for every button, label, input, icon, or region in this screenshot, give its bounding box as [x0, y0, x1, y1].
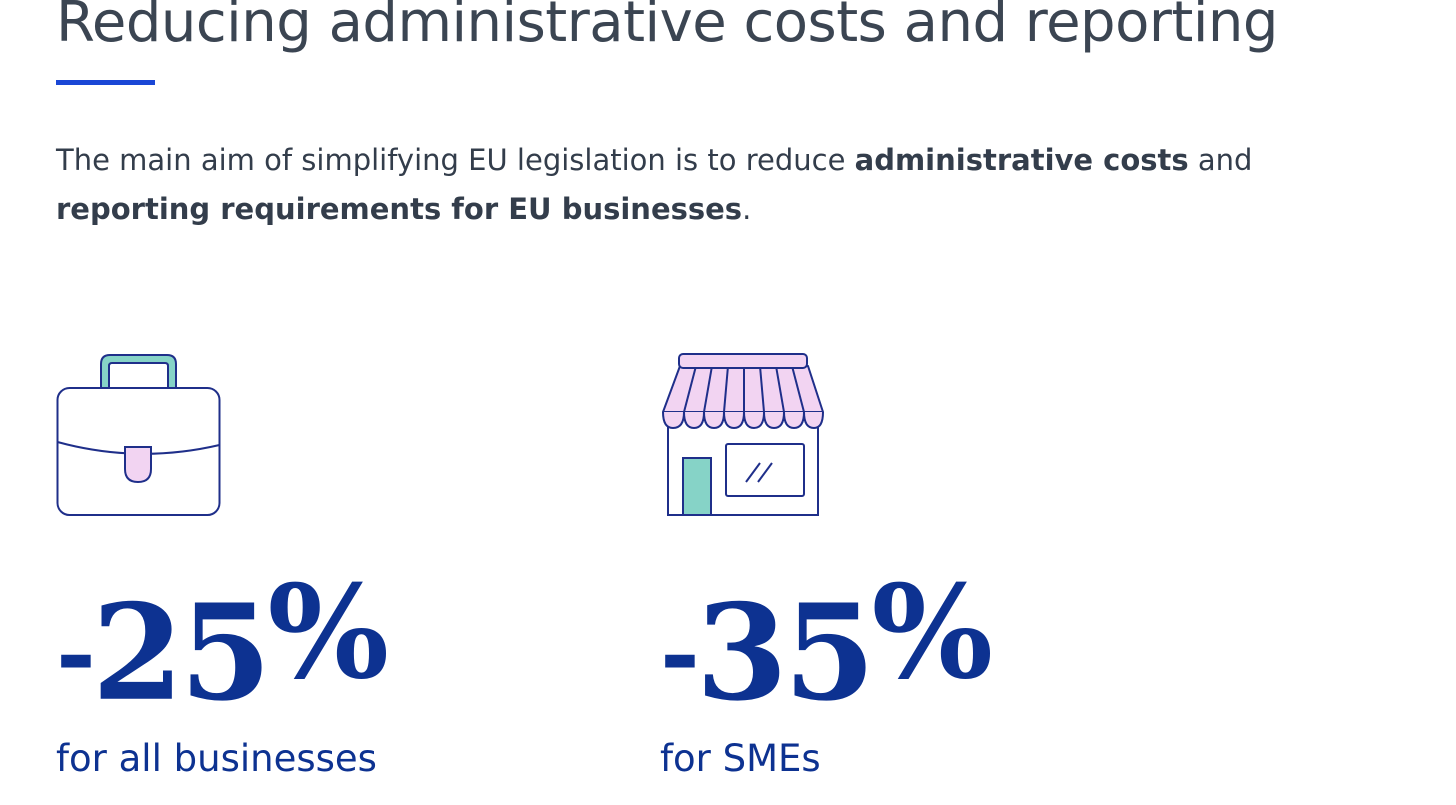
stat-number: 35	[695, 575, 876, 731]
stat-unit: %	[871, 558, 994, 708]
intro-emphasis: reporting requirements for EU businesses	[56, 192, 743, 226]
stat-label-all-businesses: for all businesses	[56, 737, 377, 780]
intro-text: The main aim of simplifying EU legislati…	[56, 143, 855, 177]
stat-value-smes: -35%	[660, 558, 994, 731]
stat-label-smes: for SMEs	[660, 737, 821, 780]
intro-emphasis: administrative costs	[854, 143, 1189, 177]
shop-icon	[662, 353, 824, 516]
intro-paragraph: The main aim of simplifying EU legislati…	[56, 136, 1356, 234]
briefcase-icon	[56, 354, 221, 516]
stat-sign: -	[660, 597, 700, 711]
intro-text: .	[742, 192, 752, 226]
stat-number: 25	[91, 575, 272, 731]
stat-value-all-businesses: -25%	[56, 558, 390, 731]
intro-text: and	[1188, 143, 1253, 177]
title-accent-bar	[56, 80, 155, 85]
page-title: Reducing administrative costs and report…	[56, 0, 1278, 55]
stat-sign: -	[56, 597, 96, 711]
stat-unit: %	[267, 558, 390, 708]
